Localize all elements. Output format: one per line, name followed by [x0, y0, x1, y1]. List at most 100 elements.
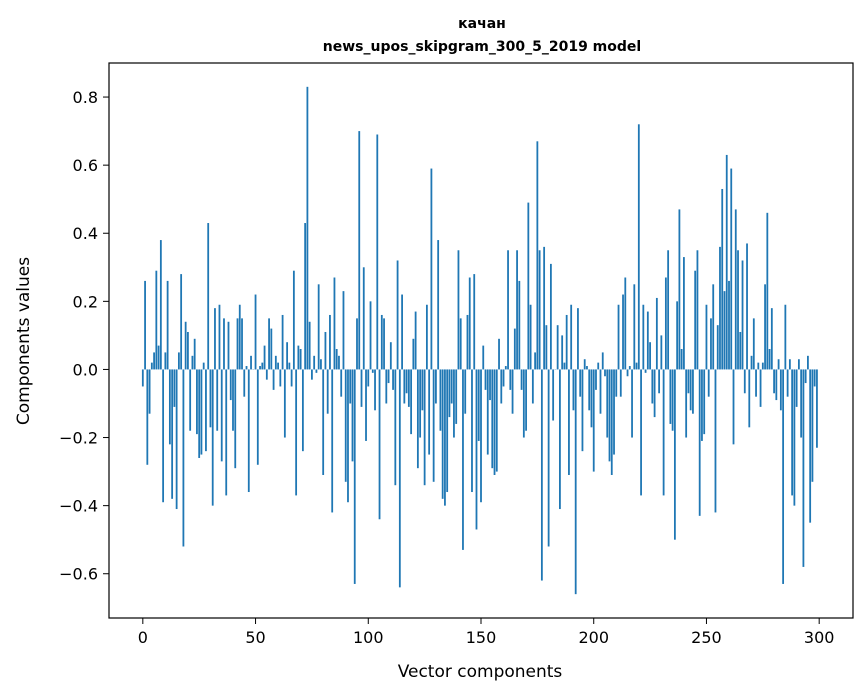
bar	[180, 274, 183, 370]
bar	[534, 352, 537, 370]
bar	[396, 260, 399, 370]
bar	[290, 369, 293, 387]
bar	[795, 369, 798, 407]
bar	[148, 369, 151, 414]
bar	[216, 369, 219, 431]
y-tick-label: 0.6	[73, 156, 98, 175]
bar	[324, 331, 327, 370]
bar	[220, 369, 223, 462]
bar	[159, 240, 162, 370]
bar	[238, 304, 241, 370]
bar	[642, 304, 645, 370]
bar	[338, 355, 340, 370]
bar	[412, 338, 415, 370]
bar	[565, 314, 568, 370]
bar	[633, 284, 636, 370]
bar	[225, 369, 228, 496]
bar	[150, 362, 153, 370]
bar	[577, 308, 579, 370]
bar	[383, 318, 385, 370]
bar	[768, 349, 771, 370]
bar	[462, 369, 464, 550]
bar	[667, 250, 670, 370]
bar	[608, 369, 611, 462]
bar	[277, 362, 279, 370]
bar	[676, 301, 679, 370]
bar	[317, 284, 320, 370]
bar	[755, 369, 757, 397]
bar	[491, 369, 494, 469]
bar	[261, 362, 264, 370]
bar	[597, 362, 600, 370]
bar	[256, 369, 259, 465]
bar	[423, 369, 426, 486]
bar	[236, 318, 239, 370]
bar	[304, 223, 307, 370]
bar	[779, 369, 782, 411]
bar	[403, 369, 406, 404]
bar	[782, 369, 785, 584]
bar	[322, 369, 325, 475]
bar	[430, 168, 433, 370]
bar	[146, 369, 149, 465]
bar	[263, 345, 266, 370]
bar	[716, 325, 719, 370]
bar	[759, 369, 762, 407]
bar	[446, 369, 449, 493]
bar	[473, 274, 476, 370]
bar	[664, 277, 667, 370]
x-axis-label: Vector components	[398, 662, 563, 682]
bar	[619, 369, 622, 397]
chart-subtitle: news_upos_skipgram_300_5_2019 model	[323, 39, 641, 55]
bar	[232, 369, 234, 431]
bar	[723, 291, 726, 370]
bar	[671, 369, 674, 431]
bar	[299, 349, 302, 370]
bar	[595, 369, 597, 390]
bar	[728, 280, 730, 370]
bar	[622, 294, 624, 370]
bar	[374, 369, 376, 411]
bar	[741, 260, 744, 370]
y-axis: −0.6 −0.4 −0.2 0.0 0.2 0.4 0.6 0.8	[59, 88, 109, 584]
bar	[601, 352, 604, 370]
bar	[311, 369, 313, 380]
bar	[766, 212, 769, 370]
bar	[292, 270, 295, 370]
bar	[538, 250, 541, 370]
x-axis: 0 50 100 150 200 250 300	[138, 618, 834, 647]
bar	[689, 369, 692, 411]
bar	[171, 369, 174, 499]
bar	[662, 369, 665, 496]
bar	[520, 369, 523, 390]
bar	[572, 369, 575, 411]
bar	[793, 369, 796, 506]
bar	[407, 369, 410, 407]
bar	[540, 369, 543, 581]
y-tick-label: 0.2	[73, 292, 98, 311]
bar	[802, 369, 805, 567]
bar	[166, 280, 169, 370]
bar	[279, 369, 282, 387]
bar	[471, 369, 473, 493]
bar	[432, 369, 435, 482]
bar	[482, 345, 485, 370]
bar	[477, 369, 480, 441]
bar	[157, 345, 160, 370]
bar	[680, 349, 683, 370]
bar	[522, 369, 525, 438]
bar	[757, 362, 760, 370]
bar	[259, 366, 261, 370]
bar	[750, 355, 753, 370]
bar	[552, 369, 555, 421]
bar	[507, 250, 509, 370]
bar	[211, 369, 214, 506]
bar	[193, 338, 196, 370]
bar	[626, 369, 629, 377]
bar	[385, 369, 388, 404]
bar	[457, 250, 460, 370]
bar	[428, 369, 431, 455]
bar	[435, 369, 437, 404]
bar	[207, 223, 210, 370]
bar	[200, 369, 203, 455]
